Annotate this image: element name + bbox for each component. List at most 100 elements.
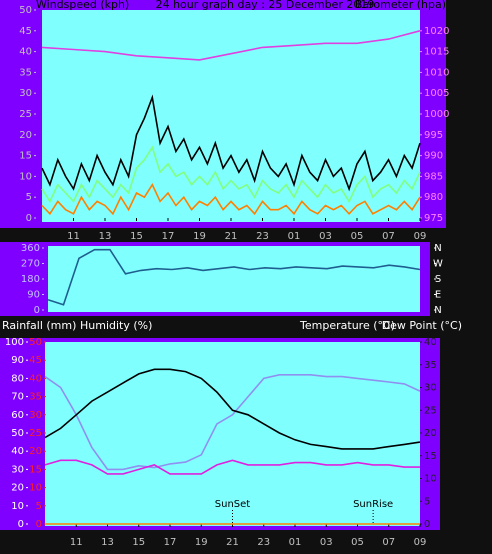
y2-tick-label: 5 <box>424 496 430 507</box>
dew-label: Dew Point (°C) <box>382 319 462 332</box>
x-tick-label: 23 <box>257 537 270 548</box>
y-tick-label: 30 <box>11 464 24 475</box>
y-tick-label: 180 <box>21 274 40 285</box>
x-tick-label: 11 <box>70 537 83 548</box>
series-line <box>41 94 421 192</box>
y2-tick-label: 25 <box>424 405 437 416</box>
y2-tick-label: 15 <box>424 451 437 462</box>
x-tick-label: 21 <box>225 231 238 242</box>
y2-tick-label: 30 <box>424 383 437 394</box>
y3-tick-label: 25 <box>29 428 42 439</box>
dir-plot <box>48 246 420 312</box>
y-tick-label: 90 <box>11 355 24 366</box>
y3-tick-label: 15 <box>29 464 42 475</box>
rain-label: Rainfall (mm) <box>2 319 76 332</box>
y-tick-label: 45 <box>19 26 32 37</box>
x-tick-label: 15 <box>132 537 145 548</box>
y-tick-label: 90 <box>27 290 40 301</box>
x-tick-label: 21 <box>226 537 239 548</box>
annotation: SunRise <box>353 499 393 510</box>
x-tick-label: 13 <box>101 537 114 548</box>
x-tick-label: 07 <box>382 537 395 548</box>
x-tick-label: 05 <box>351 231 364 242</box>
humidity-label: Humidity (%) <box>80 319 152 332</box>
series-line <box>41 30 421 61</box>
series-line <box>41 183 421 216</box>
y2-tick-label: N <box>434 243 441 254</box>
y-tick-label: 40 <box>11 446 24 457</box>
y-tick-label: 10 <box>19 171 32 182</box>
y3-tick-label: 50 <box>29 337 42 348</box>
y2-tick-label: 40 <box>424 337 437 348</box>
series-line <box>41 145 421 204</box>
y2-tick-label: 985 <box>424 171 443 182</box>
x-tick-label: 13 <box>99 231 112 242</box>
baro-label: Barometer (hpa) <box>355 0 446 11</box>
y-tick-label: 100 <box>5 337 24 348</box>
wind-label: Windspeed (kph) <box>36 0 129 11</box>
x-tick-label: 07 <box>382 231 395 242</box>
y2-tick-label: 1010 <box>424 67 449 78</box>
y2-tick-label: 1015 <box>424 47 449 58</box>
y-tick-label: 0 <box>26 213 32 224</box>
x-tick-label: 23 <box>256 231 269 242</box>
y2-tick-label: 975 <box>424 213 443 224</box>
y-tick-label: 0 <box>18 519 24 530</box>
y-tick-label: 270 <box>21 259 40 270</box>
chart-title: 24 hour graph day : 25 December 2019 <box>156 0 375 11</box>
y2-tick-label: N <box>434 305 441 316</box>
y-tick-label: 70 <box>11 392 24 403</box>
y2-tick-label: 1020 <box>424 26 449 37</box>
series-line <box>44 459 420 475</box>
y-tick-label: 50 <box>11 428 24 439</box>
y-tick-label: 60 <box>11 410 24 421</box>
y2-tick-label: 20 <box>424 428 437 439</box>
x-tick-label: 17 <box>164 537 177 548</box>
y-tick-label: 50 <box>19 5 32 16</box>
series-line <box>47 248 421 306</box>
y2-tick-label: S <box>435 274 441 285</box>
x-tick-label: 17 <box>162 231 175 242</box>
y-tick-label: 40 <box>19 47 32 58</box>
y-tick-label: 35 <box>19 67 32 78</box>
y2-tick-label: 0 <box>424 519 430 530</box>
y2-tick-label: W <box>433 259 443 270</box>
y3-tick-label: 40 <box>29 373 42 384</box>
y2-tick-label: 10 <box>424 474 437 485</box>
y2-tick-label: 990 <box>424 151 443 162</box>
y-tick-label: 80 <box>11 373 24 384</box>
x-tick-label: 19 <box>195 537 208 548</box>
series-line <box>44 368 421 450</box>
x-tick-label: 09 <box>414 231 427 242</box>
y-tick-label: 360 <box>21 243 40 254</box>
y2-tick-label: 1000 <box>424 109 449 120</box>
x-tick-label: 03 <box>320 537 333 548</box>
x-tick-label: 03 <box>319 231 332 242</box>
y2-tick-label: E <box>435 290 441 301</box>
x-tick-label: 01 <box>289 537 302 548</box>
y-tick-label: 20 <box>19 130 32 141</box>
y-tick-label: 20 <box>11 483 24 494</box>
y3-tick-label: 0 <box>36 519 42 530</box>
y3-tick-label: 10 <box>29 483 42 494</box>
y3-tick-label: 5 <box>36 501 42 512</box>
x-tick-label: 01 <box>288 231 301 242</box>
x-tick-label: 15 <box>130 231 143 242</box>
wind-plot <box>42 10 420 222</box>
y3-tick-label: 20 <box>29 446 42 457</box>
x-tick-label: 19 <box>193 231 206 242</box>
y2-tick-label: 1005 <box>424 88 449 99</box>
y2-tick-label: 995 <box>424 130 443 141</box>
x-tick-label: 05 <box>351 537 364 548</box>
y-tick-label: 15 <box>19 151 32 162</box>
x-tick-label: 11 <box>67 231 80 242</box>
series-line <box>44 374 421 471</box>
temp-plot <box>45 342 420 526</box>
x-tick-label: 09 <box>414 537 427 548</box>
y3-tick-label: 30 <box>29 410 42 421</box>
y2-tick-label: 35 <box>424 360 437 371</box>
y-tick-label: 25 <box>19 109 32 120</box>
y3-tick-label: 35 <box>29 392 42 403</box>
temp-label: Temperature (°C) <box>299 319 395 332</box>
